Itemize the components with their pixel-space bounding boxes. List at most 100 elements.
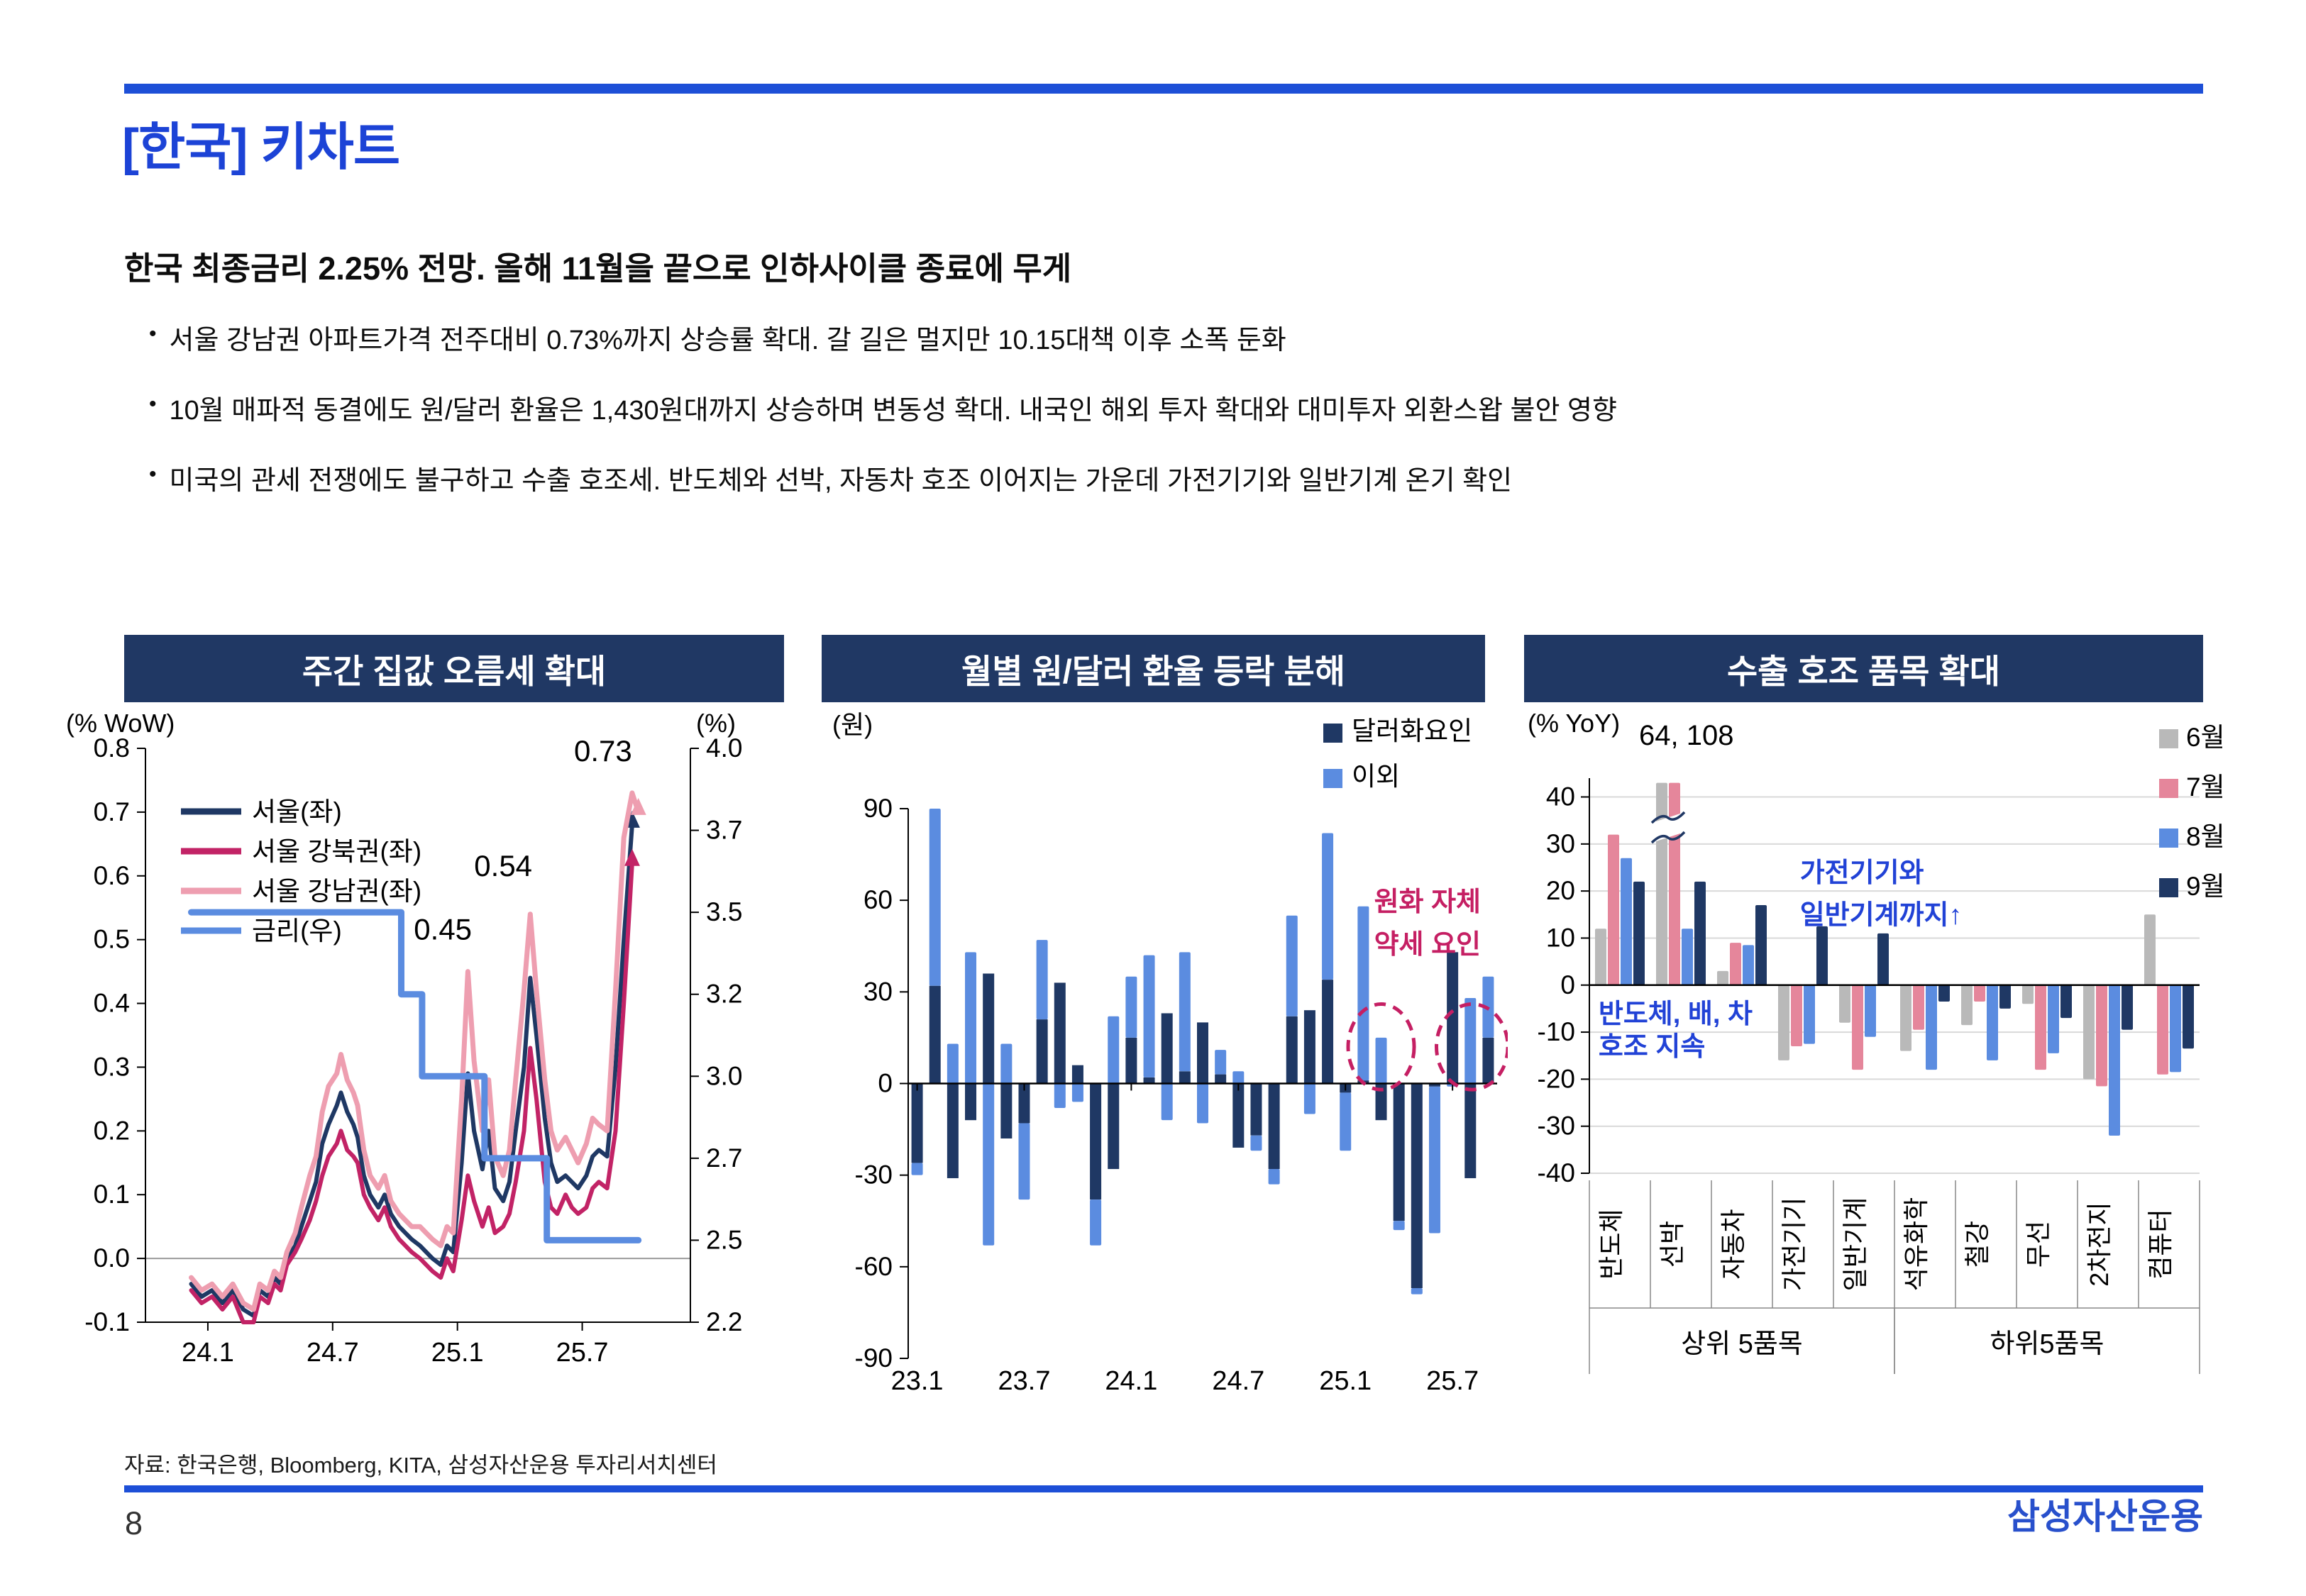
source-note: 자료: 한국은행, Bloomberg, KITA, 삼성자산운용 투자리서치센… [124,1453,717,1478]
svg-text:0: 0 [1560,970,1575,999]
svg-text:40: 40 [1546,782,1575,811]
svg-text:철강: 철강 [1963,1221,1992,1268]
svg-text:0.73: 0.73 [574,734,632,767]
svg-text:-30: -30 [855,1160,893,1190]
svg-text:10: 10 [1546,923,1575,952]
svg-text:석유화학: 석유화학 [1902,1197,1931,1291]
company-logo: 삼성자산운용 [2007,1497,2203,1536]
bullet-text: 10월 매파적 동결에도 원/달러 환율은 1,430원대까지 상승하며 변동성… [169,396,1617,426]
svg-text:가전기기: 가전기기 [1780,1197,1809,1291]
svg-text:자동차: 자동차 [1719,1209,1748,1279]
bullet-dot: • [149,462,157,486]
svg-text:24.7: 24.7 [307,1338,359,1368]
svg-text:-90: -90 [855,1343,893,1373]
svg-text:-20: -20 [1538,1064,1575,1093]
svg-text:0.5: 0.5 [94,925,130,954]
bullet-dot: • [149,322,157,345]
bullet-dot: • [149,392,157,416]
svg-text:이외: 이외 [1352,762,1400,791]
svg-text:하위5품목: 하위5품목 [1990,1329,2104,1359]
fx-chart-header: 월별 원/달러 환율 등락 분해 [822,635,1485,702]
svg-text:60: 60 [864,885,893,914]
svg-text:64, 108: 64, 108 [1639,720,1733,751]
svg-text:(원): (원) [832,710,873,739]
svg-text:0.4: 0.4 [94,989,130,1018]
svg-text:24.1: 24.1 [182,1338,234,1368]
svg-text:0.6: 0.6 [94,861,130,890]
housing-chart-header: 주간 집값 오름세 확대 [124,635,784,702]
bullet-text: 미국의 관세 전쟁에도 불구하고 수출 호조세. 반도체와 선박, 자동차 호조… [169,466,1513,496]
svg-text:가전기기와: 가전기기와 [1800,858,1924,888]
svg-text:원화 자체: 원화 자체 [1374,887,1481,917]
svg-text:0.0: 0.0 [94,1243,130,1273]
svg-text:-60: -60 [855,1252,893,1281]
svg-text:0: 0 [878,1069,893,1098]
svg-text:일반기계까지↑: 일반기계까지↑ [1800,901,1963,931]
bullet-list: • 서울 강남권 아파트가격 전주대비 0.73%까지 상승률 확대. 갈 길은… [149,318,2249,528]
svg-text:24.7: 24.7 [1212,1366,1264,1396]
svg-text:약세 요인: 약세 요인 [1374,930,1481,960]
svg-text:선박: 선박 [1657,1221,1687,1268]
svg-text:(%): (%) [696,709,736,738]
svg-text:일반기계: 일반기계 [1841,1197,1870,1291]
svg-text:금리(우): 금리(우) [252,916,342,946]
svg-text:2.75: 2.75 [706,1143,741,1173]
svg-text:-10: -10 [1538,1017,1575,1046]
exports-chart-header: 수출 호조 품목 확대 [1524,635,2203,702]
bullet-text: 서울 강남권 아파트가격 전주대비 0.73%까지 상승률 확대. 갈 길은 멀… [169,326,1286,355]
svg-text:0.8: 0.8 [94,733,130,763]
top-rule [124,84,2203,94]
svg-text:7월: 7월 [2186,772,2225,802]
svg-text:2.50: 2.50 [706,1225,741,1254]
svg-text:24.1: 24.1 [1105,1366,1157,1396]
svg-text:상위 5품목: 상위 5품목 [1681,1329,1803,1359]
svg-text:20: 20 [1546,876,1575,905]
svg-text:3.50: 3.50 [706,897,741,926]
bullet-item: • 미국의 관세 전쟁에도 불구하고 수출 호조세. 반도체와 선박, 자동차 … [149,458,2249,497]
svg-text:8월: 8월 [2186,822,2225,851]
svg-text:0.7: 0.7 [94,797,130,826]
svg-text:-40: -40 [1538,1158,1575,1187]
svg-text:반도체: 반도체 [1596,1209,1626,1279]
svg-text:90: 90 [864,794,893,823]
svg-text:-30: -30 [1538,1112,1575,1141]
svg-text:3.75: 3.75 [706,816,741,845]
exports-grouped-bar-chart: (% YoY) 64, 108 40 30 20 10 0 -10 -20 -30 -40 6월 7월 8… [1522,704,2235,1441]
svg-text:-0.1: -0.1 [84,1307,130,1336]
svg-text:무선: 무선 [2024,1221,2053,1268]
headline: 한국 최종금리 2.25% 전망. 올해 11월을 끝으로 인하사이클 종료에 … [124,250,1072,287]
svg-text:25.7: 25.7 [556,1338,609,1368]
svg-text:달러화요인: 달러화요인 [1352,716,1472,746]
bullet-item: • 10월 매파적 동결에도 원/달러 환율은 1,430원대까지 상승하며 변… [149,388,2249,427]
svg-text:(% YoY): (% YoY) [1528,709,1620,738]
svg-text:서울 강남권(좌): 서울 강남권(좌) [252,877,421,906]
svg-text:0.54: 0.54 [474,849,532,882]
svg-text:4.00: 4.00 [706,733,741,763]
svg-text:(% WoW): (% WoW) [66,709,175,738]
bottom-rule [124,1485,2203,1492]
svg-text:6월: 6월 [2186,723,2225,752]
page-number: 8 [125,1505,143,1541]
svg-text:25.1: 25.1 [1319,1366,1372,1396]
svg-text:반도체, 배, 차: 반도체, 배, 차 [1599,999,1753,1029]
svg-text:0.45: 0.45 [414,913,472,946]
fx-decomposition-bar-chart: (원) 90 60 30 0 -30 -60 -90 23.1 23.7 24.1 24.7 25.1 2… [827,704,1510,1420]
svg-text:0.3: 0.3 [94,1052,130,1081]
svg-text:2.25: 2.25 [706,1307,741,1336]
svg-text:0.1: 0.1 [94,1180,130,1209]
svg-text:3.00: 3.00 [706,1061,741,1090]
bullet-item: • 서울 강남권 아파트가격 전주대비 0.73%까지 상승률 확대. 갈 길은… [149,318,2249,357]
svg-text:호조 지속: 호조 지속 [1599,1032,1705,1062]
svg-text:25.7: 25.7 [1426,1366,1479,1396]
svg-text:0.2: 0.2 [94,1116,130,1145]
page-title: [한국] 키차트 [122,119,400,176]
svg-text:서울 강북권(좌): 서울 강북권(좌) [252,837,421,866]
housing-price-line-chart: (% WoW) (%) 0.8 0.7 0.6 0.5 0.4 0.3 0.2 0.1 0.0 -0.… [60,704,757,1420]
svg-text:30: 30 [1546,829,1575,858]
svg-text:30: 30 [864,977,893,1006]
svg-text:9월: 9월 [2186,872,2225,901]
svg-text:3.25: 3.25 [706,980,741,1009]
svg-text:25.1: 25.1 [431,1338,484,1368]
svg-text:23.1: 23.1 [891,1366,944,1396]
